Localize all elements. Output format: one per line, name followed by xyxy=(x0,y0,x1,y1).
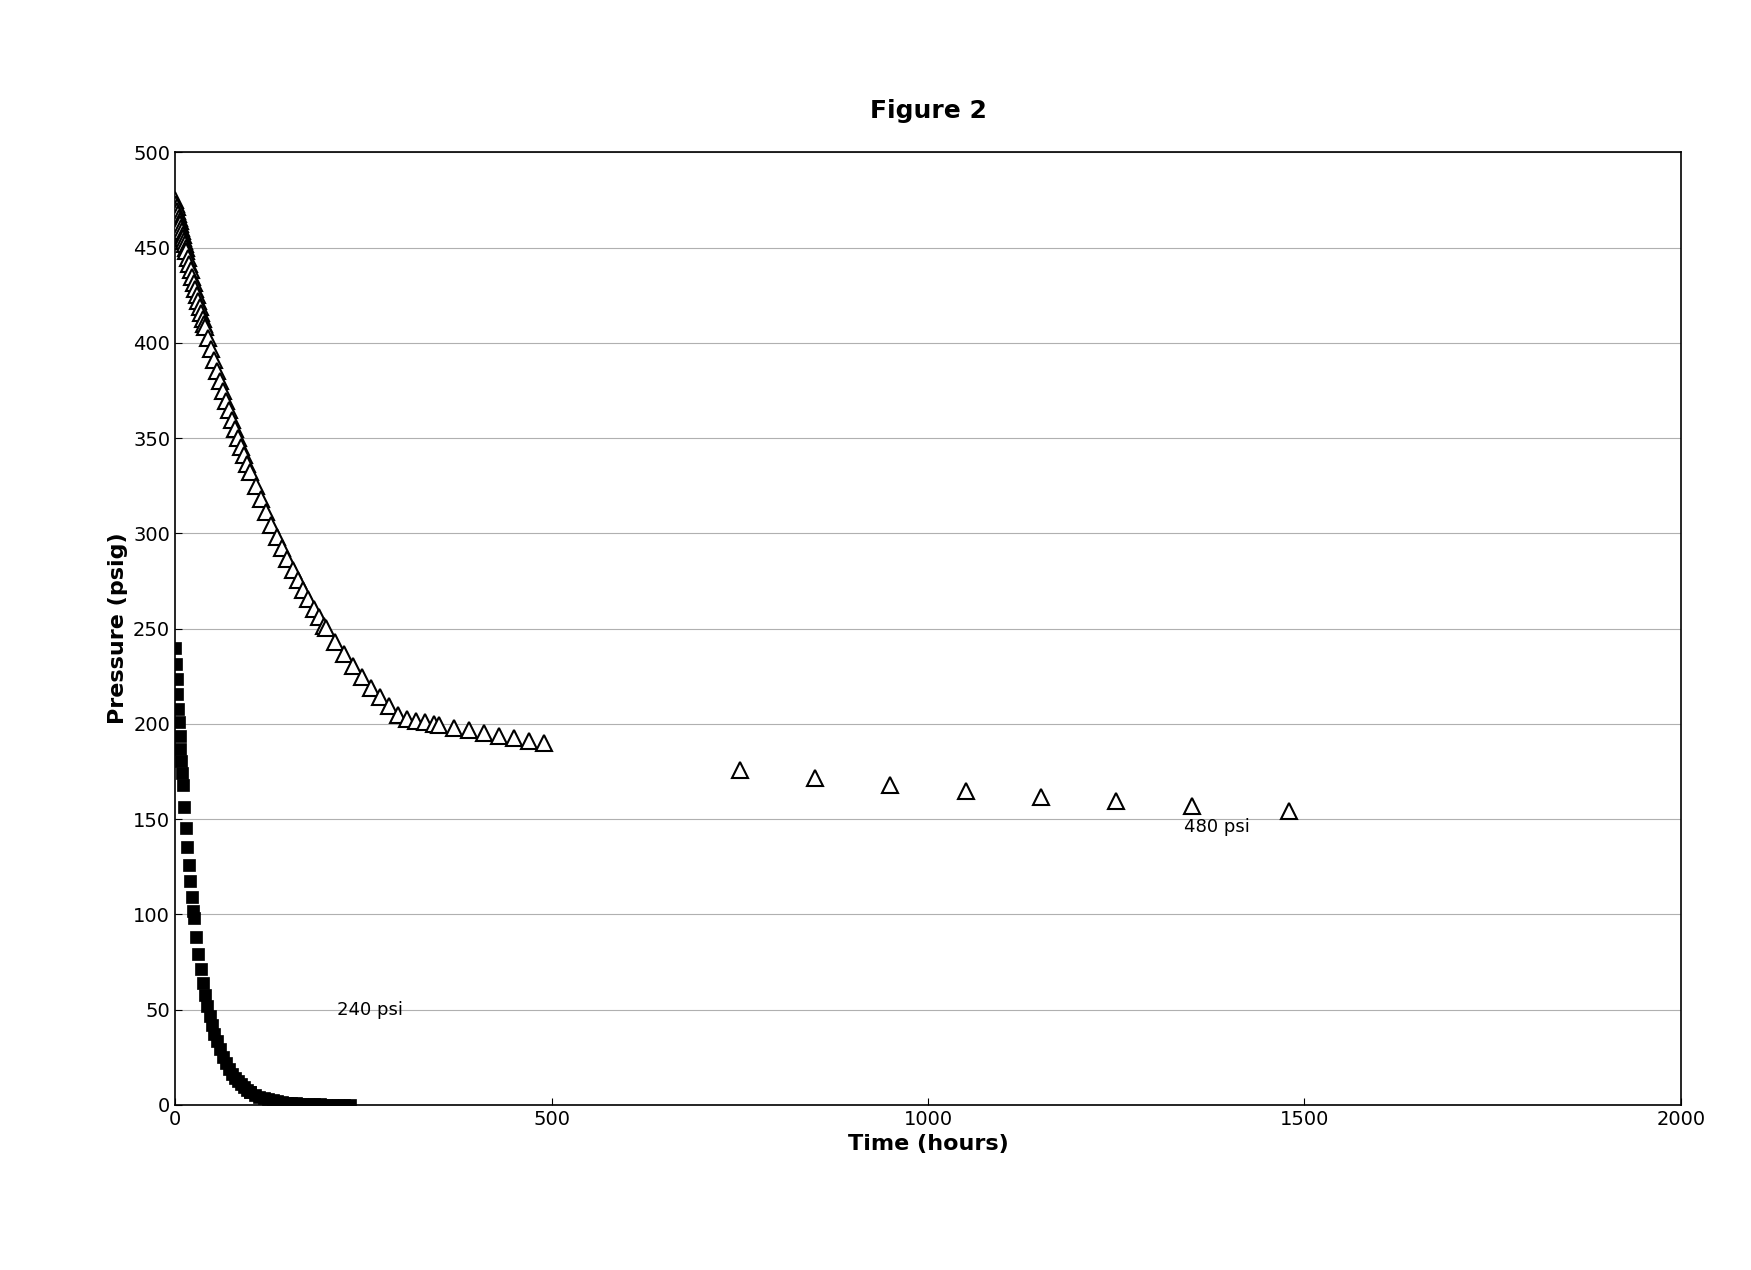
Text: 240 psi: 240 psi xyxy=(336,1001,403,1020)
X-axis label: Time (hours): Time (hours) xyxy=(847,1134,1009,1154)
Text: 480 psi: 480 psi xyxy=(1184,818,1250,837)
Y-axis label: Pressure (psig): Pressure (psig) xyxy=(107,533,128,724)
Title: Figure 2: Figure 2 xyxy=(870,99,986,123)
